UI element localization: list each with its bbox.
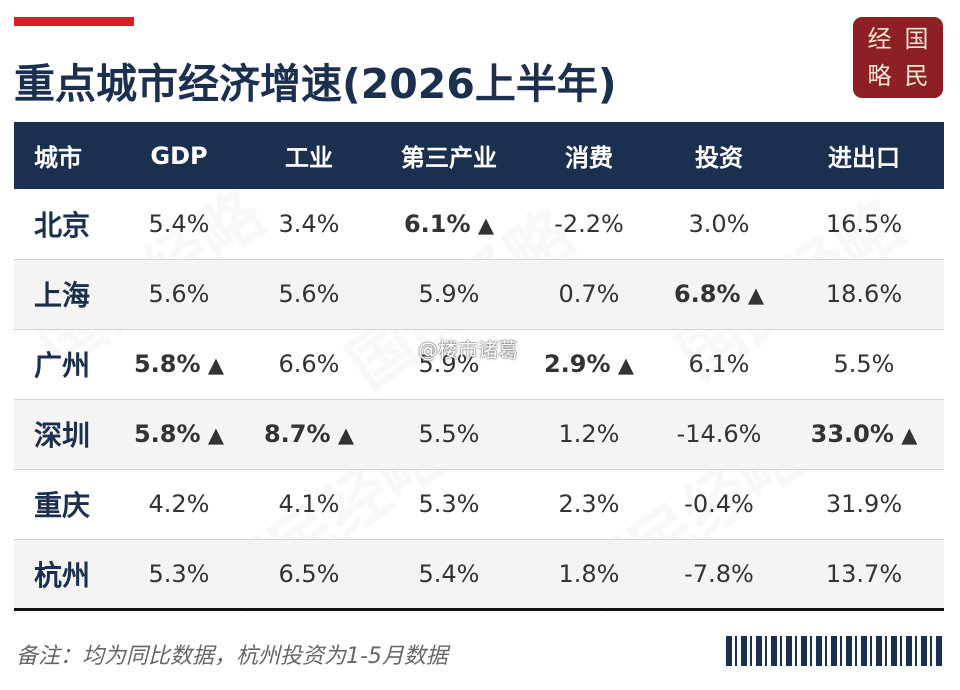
header-city: 城市: [34, 144, 82, 172]
tertiary-cell: 5.3%: [418, 490, 480, 518]
logo-char: 略: [867, 61, 892, 90]
consumption-cell: 2.3%: [558, 490, 620, 518]
tertiary-cell: 5.9%: [418, 350, 480, 378]
trade-cell: 13.7%: [825, 559, 903, 588]
investment-cell: 3.0%: [688, 209, 750, 238]
industry-cell: 5.6%: [278, 280, 340, 308]
table-row: 杭州 5.3% 6.5% 5.4% 1.8% -7.8% 13.7%: [14, 539, 944, 609]
consumption-cell: 0.7%: [558, 280, 620, 308]
trade-cell: 18.6%: [825, 280, 903, 308]
header-investment: 投资: [695, 144, 743, 172]
trade-cell-highlight: 33.0%: [784, 399, 944, 469]
city-cell: 北京: [34, 208, 91, 242]
tertiary-cell-highlight: 6.1%: [374, 189, 524, 259]
page-title: 重点城市经济增速(2026上半年): [14, 60, 617, 108]
city-cell: 上海: [34, 279, 91, 312]
table-row: 北京 5.4% 3.4% 6.1% -2.2% 3.0% 16.5%: [14, 189, 944, 259]
tertiary-cell: 5.4%: [418, 559, 480, 588]
city-cell: 广州: [34, 349, 91, 382]
industry-cell: 3.4%: [278, 209, 340, 238]
header-tertiary: 第三产业: [401, 144, 497, 172]
header-gdp: GDP: [150, 141, 208, 170]
growth-table: 城市 GDP 工业 第三产业 消费 投资 进出口 北京 5.4% 3.4% 6.…: [14, 122, 944, 611]
logo-char: 民: [904, 61, 929, 90]
trade-cell: 16.5%: [825, 209, 903, 238]
brand-logo: 经 国 略 民: [853, 17, 943, 98]
investment-cell: -7.8%: [684, 559, 754, 588]
trade-cell: 31.9%: [825, 490, 903, 518]
city-cell: 杭州: [34, 558, 91, 592]
consumption-cell: 1.2%: [558, 420, 620, 448]
gdp-cell: 4.2%: [148, 490, 210, 518]
gdp-cell-highlight: 5.8%: [114, 329, 244, 399]
footnote: 备注：均为同比数据，杭州投资为1-5月数据: [16, 644, 448, 669]
logo-char: 国: [904, 25, 929, 54]
table-row: 重庆 4.2% 4.1% 5.3% 2.3% -0.4% 31.9%: [14, 469, 944, 539]
weibo-watermark: @楼市诸葛: [418, 338, 518, 362]
gdp-cell-highlight: 5.8%: [114, 399, 244, 469]
consumption-cell: 1.8%: [558, 559, 620, 588]
investment-cell: 6.1%: [688, 350, 750, 378]
header-consumption: 消费: [565, 144, 613, 172]
industry-cell: 6.6%: [278, 350, 340, 378]
gdp-cell: 5.6%: [148, 280, 210, 308]
header-industry: 工业: [285, 144, 333, 172]
industry-cell: 6.5%: [278, 559, 340, 588]
header-trade: 进出口: [828, 144, 900, 172]
industry-cell: 4.1%: [278, 490, 340, 518]
logo-char: 经: [867, 25, 892, 54]
brand-mark: [726, 636, 942, 666]
investment-cell: -0.4%: [684, 490, 754, 518]
gdp-cell: 5.3%: [148, 559, 210, 588]
table-row: 广州 5.8% 6.6% 5.9% 2.9% 6.1% 5.5%: [14, 329, 944, 399]
table-row: 上海 5.6% 5.6% 5.9% 0.7% 6.8% 18.6%: [14, 259, 944, 329]
trade-cell: 5.5%: [833, 350, 895, 378]
consumption-cell: -2.2%: [554, 209, 624, 238]
tertiary-cell: 5.5%: [418, 420, 480, 448]
city-cell: 深圳: [34, 419, 91, 452]
investment-cell-highlight: 6.8%: [654, 259, 784, 329]
consumption-cell-highlight: 2.9%: [524, 329, 654, 399]
title-accent-bar: [14, 17, 134, 26]
industry-cell-highlight: 8.7%: [244, 399, 374, 469]
table-header-row: 城市 GDP 工业 第三产业 消费 投资 进出口: [14, 122, 944, 189]
table-row: 深圳 5.8% 8.7% 5.5% 1.2% -14.6% 33.0%: [14, 399, 944, 469]
tertiary-cell: 5.9%: [418, 280, 480, 308]
city-cell: 重庆: [34, 489, 91, 522]
investment-cell: -14.6%: [676, 420, 762, 448]
gdp-cell: 5.4%: [148, 209, 210, 238]
